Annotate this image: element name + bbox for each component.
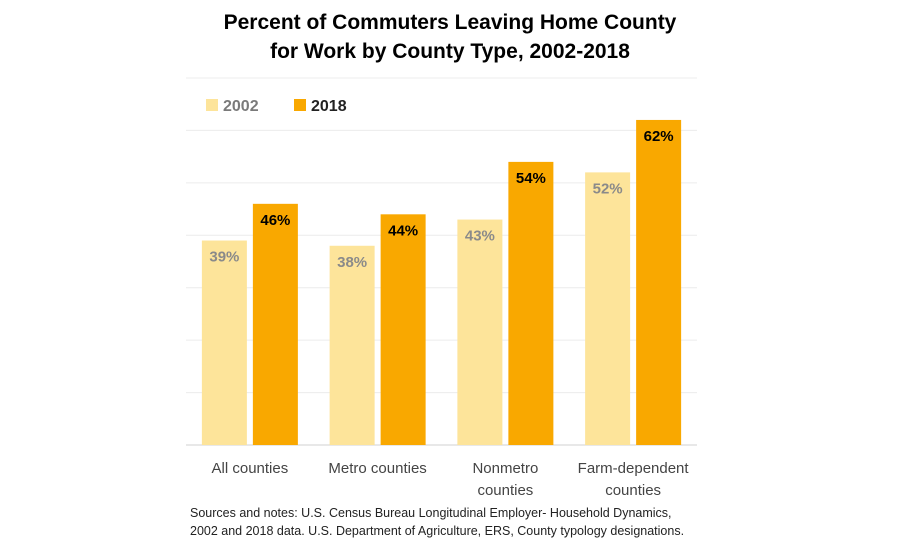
data-label-2018-3: 62% xyxy=(644,128,674,145)
chart-title-line-2: for Work by County Type, 2002-2018 xyxy=(270,40,630,63)
legend-swatch-2002 xyxy=(206,99,218,111)
category-label-3-0: Farm-dependent xyxy=(578,460,690,477)
bar-2018-3 xyxy=(636,119,682,445)
data-label-2018-2: 54% xyxy=(516,170,546,187)
legend-label-2002: 2002 xyxy=(223,98,259,115)
category-labels: All counties Metro counties Nonmetro counti… xyxy=(212,460,690,499)
category-label-1-0: Metro counties xyxy=(328,460,426,477)
bar-chart: 39% 46% 38% 44% 43% 54% 52% 62% All counties Met… xyxy=(186,77,697,499)
bar-2018-0 xyxy=(252,203,298,445)
legend-swatch-2018 xyxy=(294,99,306,111)
bar-2002-1 xyxy=(329,245,375,445)
bar-2002-2 xyxy=(457,219,503,445)
category-label-2-0: Nonmetro xyxy=(472,460,538,477)
source-notes-line-1: Sources and notes: U.S. Census Bureau Lo… xyxy=(190,506,672,520)
source-notes-line-2: 2002 and 2018 data. U.S. Department of A… xyxy=(190,524,685,538)
category-label-2-1: counties xyxy=(477,482,533,499)
category-label-0-0: All counties xyxy=(212,460,289,477)
bar-2002-3 xyxy=(585,172,631,445)
data-label-2002-1: 38% xyxy=(337,254,367,271)
chart-title: Percent of Commuters Leaving Home County… xyxy=(0,8,900,66)
data-labels: 39% 46% 38% 44% 43% 54% 52% 62% xyxy=(209,128,673,271)
data-label-2002-2: 43% xyxy=(465,228,495,245)
category-label-3-1: counties xyxy=(605,482,661,499)
data-label-2002-3: 52% xyxy=(593,180,623,197)
source-notes: Sources and notes: U.S. Census Bureau Lo… xyxy=(190,504,750,540)
legend-label-2018: 2018 xyxy=(311,98,347,115)
bar-2018-1 xyxy=(380,214,426,445)
data-label-2002-0: 39% xyxy=(209,249,239,266)
data-label-2018-0: 46% xyxy=(260,212,290,229)
bar-2002-0 xyxy=(201,240,247,445)
data-label-2018-1: 44% xyxy=(388,222,418,239)
legend: 2002 2018 xyxy=(206,98,347,115)
chart-title-line-1: Percent of Commuters Leaving Home County xyxy=(223,11,677,34)
bar-2018-2 xyxy=(508,161,554,445)
bars xyxy=(201,119,682,445)
